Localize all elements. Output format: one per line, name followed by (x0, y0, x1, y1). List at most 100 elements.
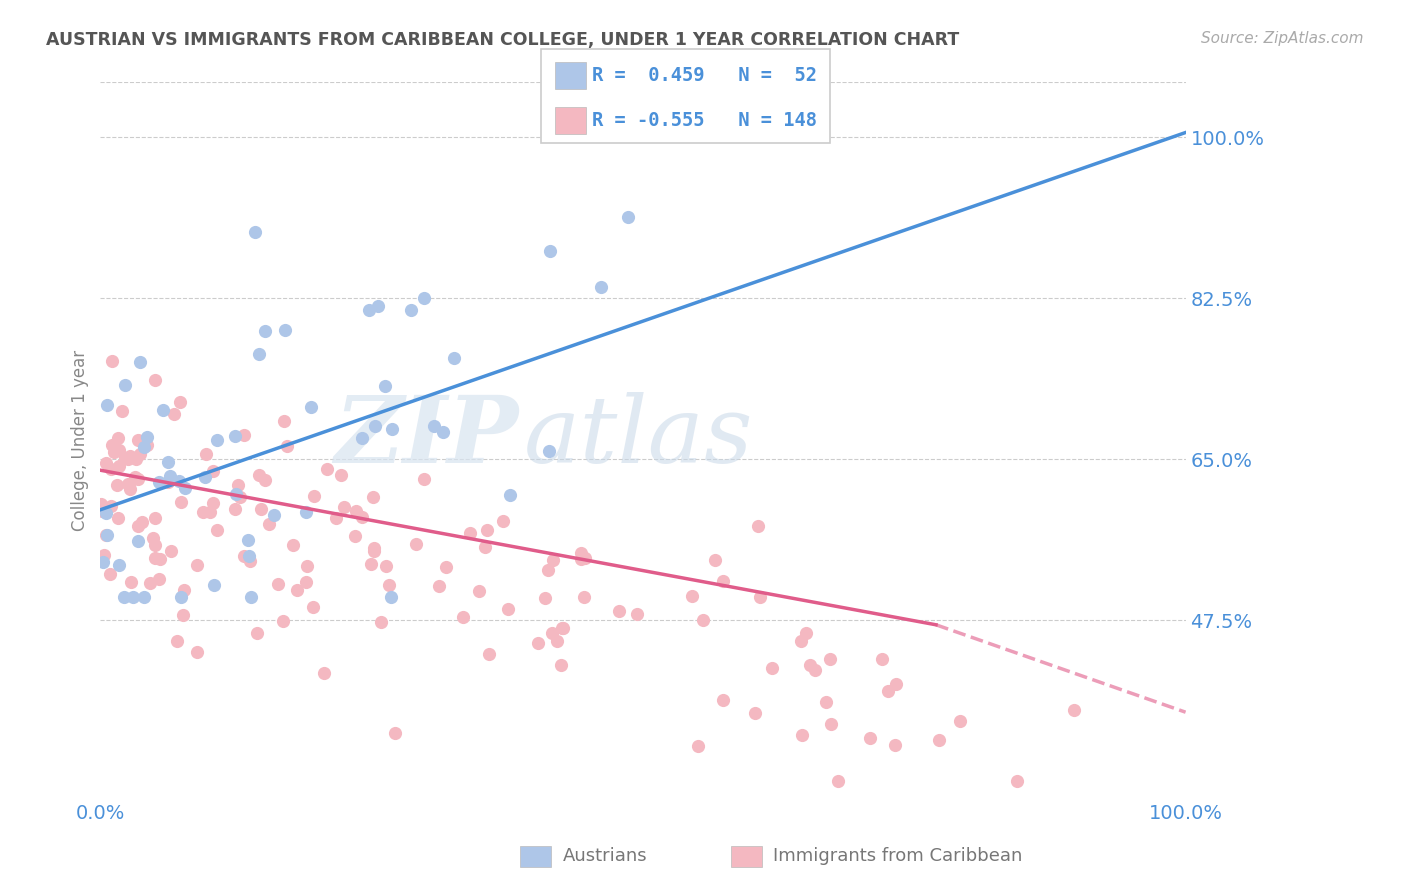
Point (789, 634, 811, 648)
Point (101, 438, 124, 452)
Point (100, 500, 122, 514)
Point (127, 519, 149, 533)
Point (361, 490, 384, 504)
Point (232, 549, 254, 563)
Point (205, 523, 228, 537)
Point (381, 422, 404, 436)
Point (118, 478, 141, 492)
Point (374, 379, 396, 393)
Point (384, 726, 406, 740)
Point (794, 625, 817, 640)
Point (117, 451, 139, 466)
Point (139, 576, 162, 591)
Point (537, 444, 560, 458)
Point (546, 634, 568, 648)
Point (149, 552, 172, 566)
Point (285, 582, 308, 597)
Point (711, 574, 734, 589)
Point (434, 560, 457, 574)
Point (799, 657, 821, 672)
Point (226, 478, 249, 492)
Point (363, 544, 385, 558)
Point (136, 438, 159, 452)
Point (114, 378, 136, 392)
Point (163, 407, 186, 421)
Point (884, 677, 907, 691)
Point (174, 481, 197, 495)
Point (131, 515, 153, 529)
Point (117, 476, 139, 491)
Point (551, 621, 574, 635)
Point (132, 440, 155, 454)
Point (607, 604, 630, 618)
Point (374, 559, 396, 574)
Point (245, 225, 267, 239)
Point (294, 574, 316, 589)
Point (711, 693, 734, 707)
Point (299, 400, 322, 414)
Point (112, 590, 135, 604)
Point (98, 567, 121, 582)
Point (195, 446, 218, 460)
Text: Austrians: Austrians (562, 847, 647, 865)
Point (304, 489, 326, 503)
Point (928, 733, 950, 747)
Point (169, 474, 191, 488)
Point (120, 575, 142, 590)
Point (142, 531, 165, 545)
Point (703, 553, 725, 567)
Point (870, 652, 893, 666)
Point (1063, 703, 1085, 717)
Point (553, 621, 575, 635)
Point (122, 590, 145, 604)
Point (148, 475, 170, 490)
Point (496, 601, 519, 615)
Point (571, 545, 593, 559)
Point (159, 468, 181, 483)
Point (574, 551, 596, 566)
Point (107, 458, 129, 473)
Point (127, 434, 149, 448)
Point (238, 554, 260, 568)
Point (827, 774, 849, 789)
Point (114, 450, 136, 465)
Point (589, 280, 612, 294)
Point (259, 517, 281, 532)
Point (423, 419, 446, 434)
Point (538, 244, 561, 258)
Point (761, 661, 783, 675)
Point (380, 590, 402, 604)
Point (474, 541, 496, 555)
Point (686, 739, 709, 753)
Point (198, 505, 221, 519)
Point (427, 579, 450, 593)
Point (246, 626, 269, 640)
Point (458, 526, 481, 541)
Point (233, 427, 256, 442)
Point (247, 468, 270, 483)
Point (301, 600, 323, 615)
Point (344, 503, 367, 517)
Point (120, 449, 142, 463)
Point (136, 430, 159, 444)
Point (224, 428, 246, 442)
Point (475, 523, 498, 537)
Point (91, 504, 114, 518)
Point (533, 591, 555, 605)
Point (157, 475, 180, 490)
Point (152, 403, 174, 417)
Point (572, 590, 595, 604)
Point (96, 528, 118, 542)
Point (364, 419, 387, 434)
Point (803, 664, 825, 678)
Point (143, 550, 166, 565)
Point (157, 455, 180, 469)
Point (883, 738, 905, 752)
Point (432, 425, 454, 439)
Point (94, 456, 117, 470)
Point (108, 558, 131, 573)
Point (352, 431, 374, 445)
Point (96, 528, 118, 542)
Point (271, 615, 294, 629)
Point (124, 469, 146, 483)
